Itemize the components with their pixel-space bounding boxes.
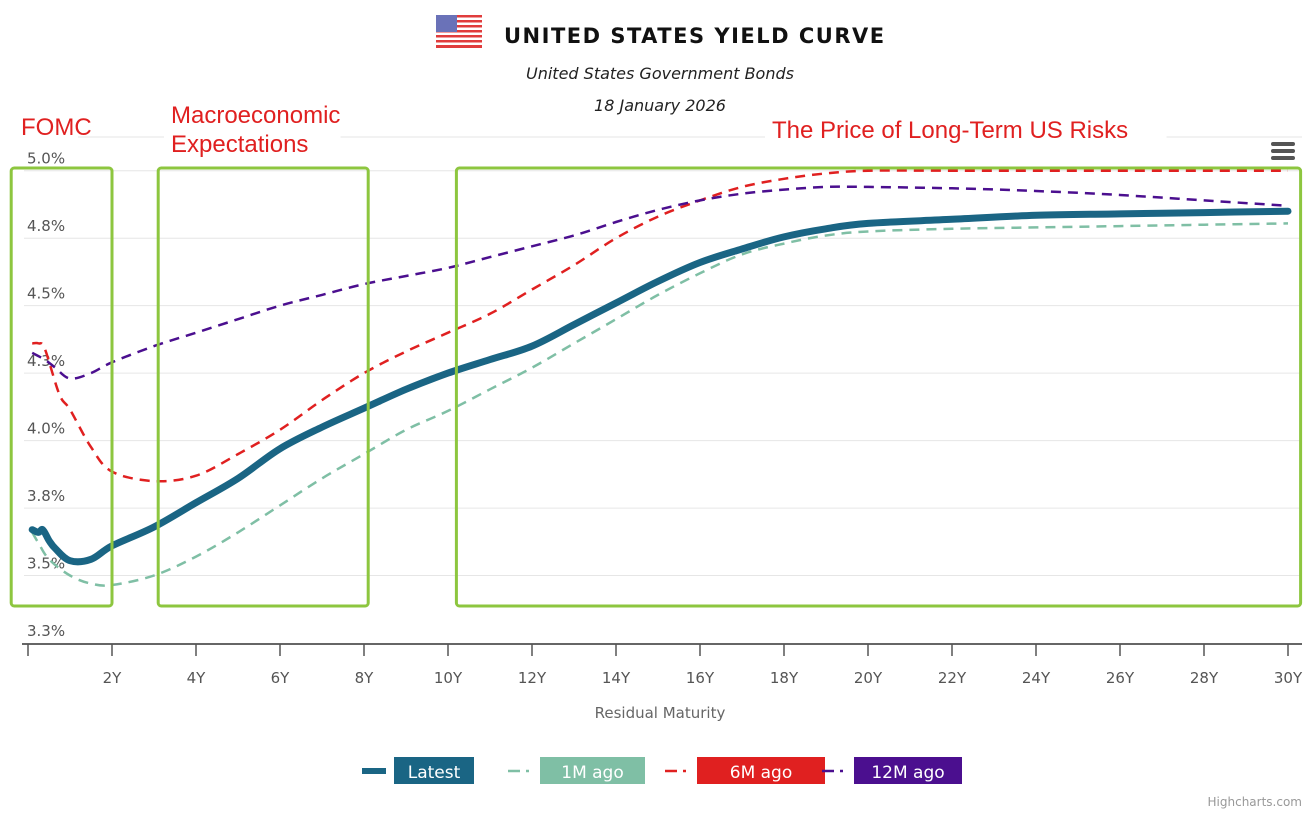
series-line-1m-ago[interactable] <box>31 222 1289 587</box>
y-tick-label: 4.0% <box>27 420 65 438</box>
annotation-label-bg <box>765 114 1167 146</box>
annotation-label-bg <box>164 99 341 160</box>
legend-label-bg <box>394 757 474 784</box>
series-line-12m-ago[interactable] <box>31 185 1289 380</box>
series-line-latest[interactable] <box>28 207 1292 566</box>
x-tick-label: 24Y <box>1022 669 1051 687</box>
x-tick-label: 28Y <box>1190 669 1219 687</box>
legend-item-6m-ago[interactable]: 6M ago <box>665 757 825 784</box>
x-tick-label: 6Y <box>271 669 291 687</box>
chart-date: 18 January 2026 <box>594 96 726 115</box>
y-tick-label: 4.8% <box>27 217 65 235</box>
annotation-label: Macroeconomic <box>171 102 340 129</box>
legend-item-12m-ago[interactable]: 12M ago <box>822 757 962 784</box>
legend-label: Latest <box>408 763 461 783</box>
legend-label: 1M ago <box>561 763 624 783</box>
us-flag-icon <box>436 15 482 48</box>
x-tick-label: 22Y <box>938 669 967 687</box>
legend-label: 6M ago <box>730 763 793 783</box>
annotation-box <box>454 166 1303 608</box>
annotation-box <box>9 166 114 608</box>
annotation-label: The Price of Long-Term US Risks <box>772 117 1128 144</box>
legend-label-bg <box>697 757 825 784</box>
annotation-box <box>156 166 370 608</box>
x-tick-label: 8Y <box>355 669 375 687</box>
x-tick-label: 4Y <box>187 669 207 687</box>
y-tick-label: 4.5% <box>27 285 65 303</box>
legend-item-1m-ago[interactable]: 1M ago <box>508 757 645 784</box>
annotation-label: Expectations <box>171 131 308 158</box>
x-tick-label: 16Y <box>686 669 715 687</box>
annotation-label: FOMC <box>21 114 92 141</box>
x-tick-label: 18Y <box>770 669 799 687</box>
x-axis: 2Y 4Y 6Y 8Y 10Y 12Y 14Y 16Y 18Y 20Y 22Y 24Y 26Y 28Y 30… <box>22 643 1303 687</box>
hamburger-menu-icon[interactable] <box>1270 140 1296 162</box>
legend-label-bg <box>540 757 645 784</box>
y-axis-labels: 3.3% 3.5% 3.8% 4.0% 4.3% 4.5% 4.8% 5.0% <box>27 150 65 640</box>
legend-label: 12M ago <box>871 763 944 783</box>
highcharts-credit[interactable]: Highcharts.com <box>1208 795 1302 809</box>
x-axis-title: Residual Maturity <box>595 704 726 722</box>
y-tick-label: 4.3% <box>27 352 65 370</box>
series-line-6m-ago[interactable] <box>32 169 1289 483</box>
y-tick-label: 3.3% <box>27 622 65 640</box>
legend-item-latest[interactable]: Latest <box>362 757 474 784</box>
x-tick-label: 14Y <box>602 669 631 687</box>
x-tick-label: 26Y <box>1106 669 1135 687</box>
chart-header: UNITED STATES YIELD CURVE United States … <box>436 15 886 115</box>
grid <box>24 136 1302 577</box>
chart-subtitle: United States Government Bonds <box>526 64 794 83</box>
series-lines <box>28 169 1292 587</box>
y-tick-label: 5.0% <box>27 150 65 168</box>
x-tick-label: 12Y <box>518 669 547 687</box>
legend-label-bg <box>854 757 962 784</box>
annotation-label-bg <box>14 111 78 143</box>
legend: Latest 1M ago 6M ago 12M ago <box>362 757 962 784</box>
x-tick-label: 10Y <box>434 669 463 687</box>
y-tick-label: 3.8% <box>27 487 65 505</box>
x-tick-label: 20Y <box>854 669 883 687</box>
x-tick-label: 30Y <box>1274 669 1303 687</box>
x-tick-label: 2Y <box>103 669 123 687</box>
y-tick-label: 3.5% <box>27 555 65 573</box>
chart-title: UNITED STATES YIELD CURVE <box>504 24 886 48</box>
